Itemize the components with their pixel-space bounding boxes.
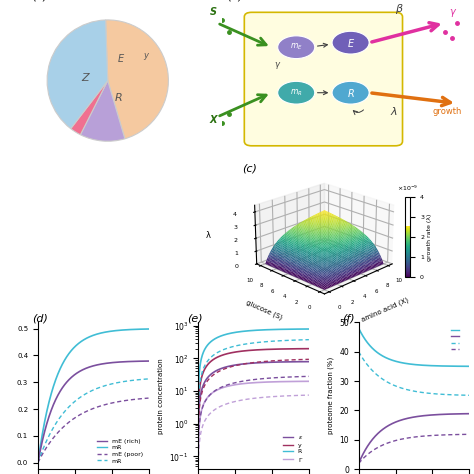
Wedge shape bbox=[47, 20, 108, 128]
Y-axis label: protein concentration: protein concentration bbox=[158, 358, 164, 434]
Legend: $\varepsilon$, y, R, $\Gamma$: $\varepsilon$, y, R, $\Gamma$ bbox=[281, 432, 306, 466]
Wedge shape bbox=[71, 81, 108, 135]
Y-axis label: growth rate (λ): growth rate (λ) bbox=[427, 213, 432, 261]
Text: $\times10^{-9}$: $\times10^{-9}$ bbox=[397, 183, 418, 192]
Circle shape bbox=[332, 82, 369, 104]
Text: (a): (a) bbox=[32, 0, 47, 2]
Text: $\lambda$: $\lambda$ bbox=[390, 106, 398, 118]
Text: growth: growth bbox=[432, 107, 462, 116]
Text: y: y bbox=[143, 51, 148, 60]
Text: X: X bbox=[210, 115, 217, 125]
Text: (c): (c) bbox=[242, 164, 256, 173]
Legend: , , , : , , , bbox=[448, 326, 466, 355]
Text: S: S bbox=[210, 8, 217, 18]
Wedge shape bbox=[81, 81, 125, 141]
Text: (d): (d) bbox=[32, 313, 48, 323]
Circle shape bbox=[278, 36, 315, 59]
Text: (b): (b) bbox=[227, 0, 243, 2]
Y-axis label: glucose (S): glucose (S) bbox=[245, 299, 283, 320]
Y-axis label: proteome fraction (%): proteome fraction (%) bbox=[327, 357, 334, 434]
Text: $\gamma$: $\gamma$ bbox=[274, 60, 281, 71]
Circle shape bbox=[332, 31, 369, 54]
Circle shape bbox=[278, 82, 315, 104]
Text: $m_E$: $m_E$ bbox=[290, 42, 302, 53]
Text: $E$: $E$ bbox=[346, 36, 355, 49]
Legend: mE (rich), mR, mE (poor), mR: mE (rich), mR, mE (poor), mR bbox=[95, 436, 146, 466]
X-axis label: amino acid (X): amino acid (X) bbox=[361, 296, 410, 323]
Wedge shape bbox=[106, 20, 168, 139]
Text: (e): (e) bbox=[187, 313, 203, 323]
Text: R: R bbox=[115, 92, 123, 102]
Text: $m_R$: $m_R$ bbox=[290, 88, 302, 98]
Text: E: E bbox=[118, 55, 124, 64]
FancyBboxPatch shape bbox=[244, 12, 402, 146]
Text: $\beta$: $\beta$ bbox=[395, 2, 404, 16]
Text: Z: Z bbox=[81, 73, 89, 82]
Text: $R$: $R$ bbox=[346, 87, 355, 99]
Text: $\gamma$: $\gamma$ bbox=[449, 8, 458, 19]
Text: (f): (f) bbox=[342, 313, 355, 323]
